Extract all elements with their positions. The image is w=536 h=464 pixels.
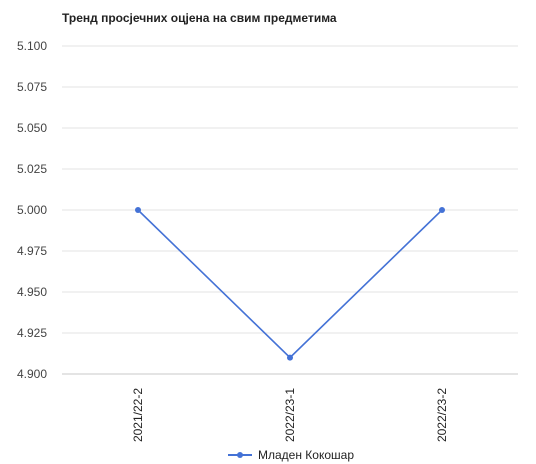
x-tick-label: 2022/23-1 [283, 388, 297, 442]
series-group [135, 207, 445, 361]
legend-label: Младен Кокошар [258, 448, 354, 462]
y-tick-label: 4.975 [17, 244, 47, 258]
legend-marker [237, 452, 243, 458]
y-tick-label: 5.000 [17, 203, 47, 217]
series-line [137, 209, 443, 359]
y-axis-ticks: 5.100 5.075 5.050 5.025 5.000 4.975 4.950 4.925… [17, 39, 47, 381]
y-tick-label: 4.925 [17, 326, 47, 340]
x-axis-ticks: 2021/22-2 2022/23-1 2022/23-2 [131, 388, 449, 442]
y-tick-label: 4.950 [17, 285, 47, 299]
y-tick-label: 5.100 [17, 39, 47, 53]
y-tick-label: 5.050 [17, 121, 47, 135]
gridlines [62, 45, 518, 375]
y-tick-label: 5.075 [17, 80, 47, 94]
chart-title: Тренд просјечних оцјена на свим предмети… [62, 11, 337, 25]
y-tick-label: 4.900 [17, 367, 47, 381]
data-point[interactable] [135, 207, 141, 213]
legend[interactable]: Младен Кокошар [228, 448, 354, 462]
x-tick-label: 2021/22-2 [131, 388, 145, 442]
data-point[interactable] [439, 207, 445, 213]
data-point[interactable] [287, 354, 293, 361]
y-tick-label: 5.025 [17, 162, 47, 176]
x-tick-label: 2022/23-2 [435, 388, 449, 442]
